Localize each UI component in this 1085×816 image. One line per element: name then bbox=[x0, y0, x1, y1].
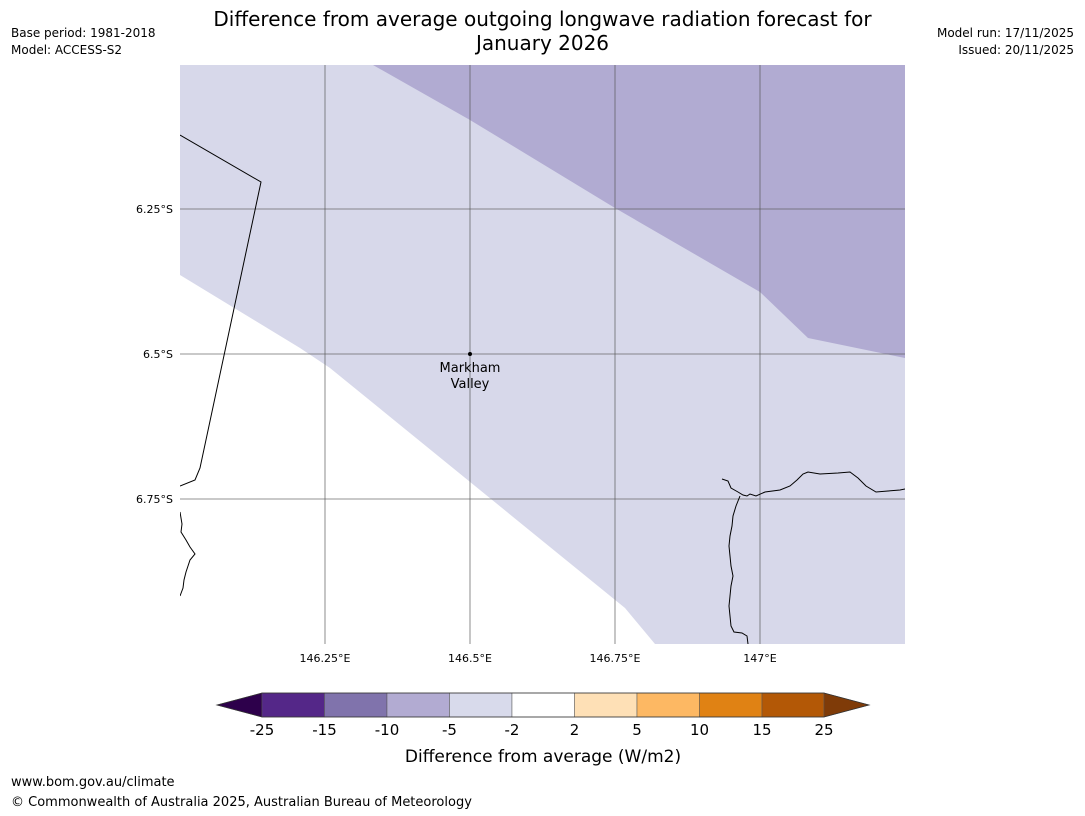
colorbar-tick: -10 bbox=[375, 721, 400, 739]
colorbar-segment-10-15 bbox=[699, 692, 763, 718]
coastline-east bbox=[721, 471, 905, 497]
colorbar-segment-minus15-minus10 bbox=[324, 692, 388, 718]
coastline-west bbox=[180, 511, 196, 597]
map-title-line2: January 2026 bbox=[475, 31, 610, 55]
colorbar-segment-minus2-2 bbox=[511, 692, 575, 718]
border-line bbox=[180, 134, 262, 487]
colorbar-tick: 15 bbox=[752, 721, 771, 739]
colorbar-tick: -15 bbox=[312, 721, 337, 739]
map-plot-area bbox=[180, 65, 905, 644]
lon-label-146-5: 146.5°E bbox=[448, 652, 492, 665]
colorbar-tick: 10 bbox=[690, 721, 709, 739]
colorbar-segment-minus5-minus2 bbox=[449, 692, 513, 718]
map-title: Difference from average outgoing longwav… bbox=[190, 7, 895, 55]
colorbar-segment-5-10 bbox=[636, 692, 700, 718]
colorbar-tick: -5 bbox=[442, 721, 457, 739]
location-marker bbox=[468, 352, 472, 356]
colorbar-segment-minus25-minus15 bbox=[261, 692, 325, 718]
lon-label-146-75: 146.75°E bbox=[590, 652, 641, 665]
lon-label-146-25: 146.25°E bbox=[300, 652, 351, 665]
model-run-text: Model run: 17/11/2025 bbox=[936, 26, 1074, 40]
lon-label-147: 147°E bbox=[743, 652, 776, 665]
location-label-line1: Markham bbox=[440, 361, 501, 376]
colorbar: -25 -15 -10 -5 -2 2 5 10 15 25 Differenc… bbox=[215, 692, 871, 767]
colorbar-segment-2-5 bbox=[574, 692, 638, 718]
colorbar-label: Difference from average (W/m2) bbox=[405, 747, 681, 767]
base-period-text: Base period: 1981-2018 bbox=[11, 26, 156, 40]
colorbar-tick: -25 bbox=[250, 721, 275, 739]
colorbar-segment-above-25 bbox=[823, 692, 870, 718]
colorbar-tick: 5 bbox=[632, 721, 642, 739]
anomaly-region-minus10-minus5 bbox=[373, 65, 905, 358]
colorbar-tick: -2 bbox=[505, 721, 520, 739]
lon-axis-labels: 146.25°E 146.5°E 146.75°E 147°E bbox=[300, 652, 777, 665]
lat-axis-labels: 6.25°S 6.5°S 6.75°S bbox=[136, 203, 173, 506]
river-line bbox=[728, 495, 749, 644]
lat-label-6-5: 6.5°S bbox=[143, 348, 173, 361]
forecast-map: Markham Valley 6.25°S 6.5°S 6.75°S 146.2… bbox=[136, 65, 905, 767]
footer-copyright: © Commonwealth of Australia 2025, Austra… bbox=[11, 795, 472, 810]
lat-label-6-75: 6.75°S bbox=[136, 493, 173, 506]
colorbar-outline bbox=[215, 692, 871, 718]
header-meta-right: Model run: 17/11/2025 Issued: 20/11/2025 bbox=[937, 25, 1074, 59]
colorbar-segment-below-minus25 bbox=[216, 692, 263, 718]
location-label-line2: Valley bbox=[451, 377, 490, 392]
footer-url: www.bom.gov.au/climate bbox=[11, 775, 175, 790]
model-text: Model: ACCESS-S2 bbox=[11, 43, 123, 57]
map-coastlines bbox=[180, 134, 905, 644]
map-title-line1: Difference from average outgoing longwav… bbox=[213, 7, 872, 31]
colorbar-segment-minus10-minus5 bbox=[386, 692, 450, 718]
colorbar-tick: 25 bbox=[814, 721, 833, 739]
lat-label-6-25: 6.25°S bbox=[136, 203, 173, 216]
colorbar-tick: 2 bbox=[570, 721, 580, 739]
map-gridlines bbox=[180, 65, 905, 644]
colorbar-ticks: -25 -15 -10 -5 -2 2 5 10 15 25 bbox=[250, 721, 834, 739]
header-meta-left: Base period: 1981-2018 Model: ACCESS-S2 bbox=[11, 25, 156, 59]
colorbar-segment-15-25 bbox=[761, 692, 825, 718]
issued-text: Issued: 20/11/2025 bbox=[958, 43, 1074, 57]
